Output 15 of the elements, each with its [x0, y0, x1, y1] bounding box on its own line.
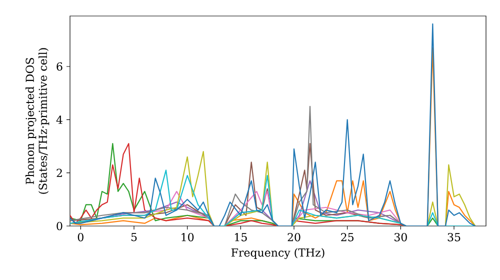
- x-tick-label: 5: [131, 233, 137, 242]
- y-tick-label: 2: [56, 168, 62, 177]
- y-tick-label: 0: [56, 222, 62, 230]
- x-tick-label: 35: [448, 233, 460, 242]
- x-tick-label: 15: [235, 233, 247, 242]
- y-axis-title: Phonon projected DOS (States/THz·primitive cell): [25, 48, 50, 194]
- x-tick-label: 20: [288, 233, 300, 242]
- y-tick-label: 4: [56, 116, 62, 124]
- x-tick-label: 25: [341, 233, 354, 242]
- x-axis-title: Frequency (THz): [231, 248, 324, 259]
- x-tick-label: 0: [78, 233, 84, 242]
- y-tick-label: 6: [56, 62, 62, 71]
- x-tick-label: 10: [182, 233, 194, 242]
- line-series: [70, 170, 476, 226]
- x-tick-label: 30: [394, 233, 407, 242]
